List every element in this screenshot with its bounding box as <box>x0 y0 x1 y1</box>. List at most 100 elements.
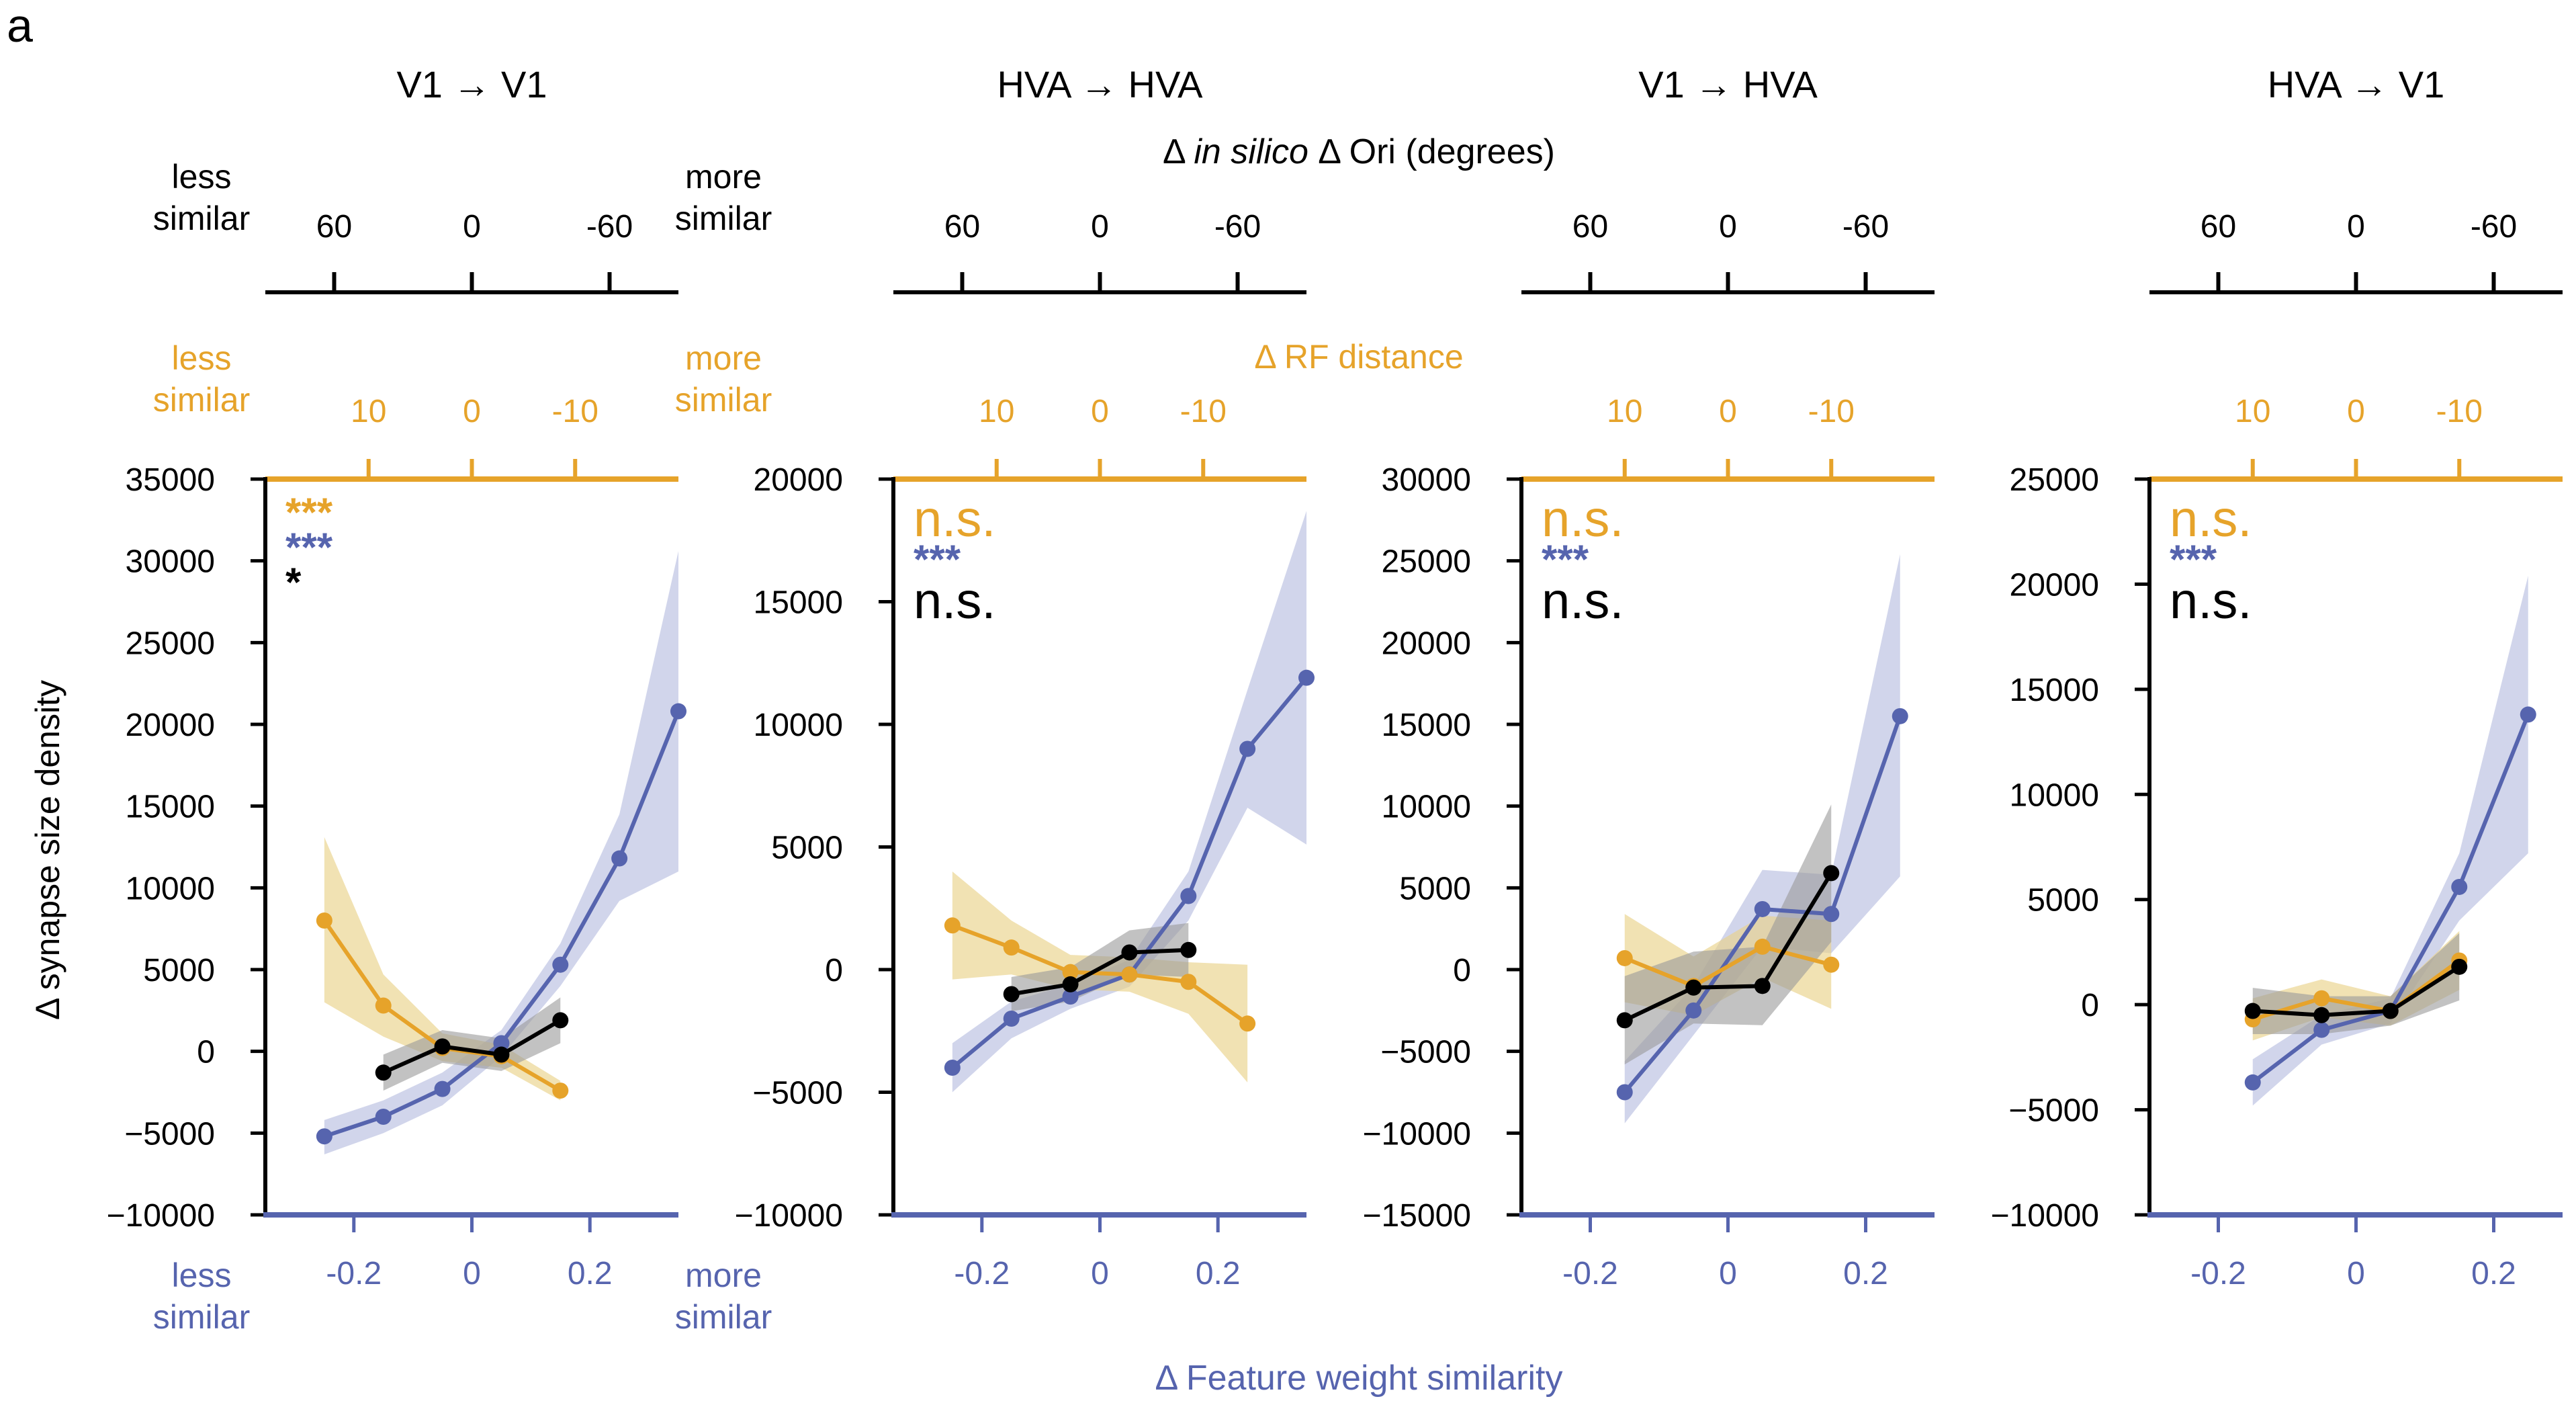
data-point-orange <box>1062 964 1079 980</box>
significance-label-blue: *** <box>1542 537 1589 582</box>
y-axis-label: Δ synapse size density <box>29 680 66 1020</box>
chart-title: HVA → HVA <box>997 63 1203 105</box>
ori-tick-label: 0 <box>2347 209 2365 245</box>
y-tick-label: −10000 <box>1362 1116 1471 1152</box>
y-tick-label: 5000 <box>1399 871 1471 906</box>
less-similar-label-ori: less similar <box>153 158 250 237</box>
data-point-black <box>1121 944 1138 961</box>
y-tick-label: 20000 <box>126 708 215 743</box>
more-similar-label-ori: more similar <box>675 158 772 237</box>
significance-label-blue: *** <box>914 537 961 582</box>
y-tick-label: 0 <box>2081 988 2099 1023</box>
y-tick-label: −5000 <box>752 1076 843 1111</box>
chart-panel-3: V1 → HVA 60 0 -60 10 0 -10 30000 25000 20000 15000… <box>1362 63 1935 1291</box>
y-tick-label: 15000 <box>1382 708 1471 743</box>
y-tick-label: −5000 <box>1380 1035 1471 1070</box>
data-point-blue <box>493 1035 510 1052</box>
rf-tick-label: 0 <box>1091 394 1109 429</box>
y-tick-label: −10000 <box>734 1198 843 1234</box>
x-tick-label: 0 <box>1091 1256 1109 1291</box>
data-point-orange <box>552 1082 569 1099</box>
x-tick-label: 0 <box>1719 1256 1737 1291</box>
data-point-orange <box>1121 966 1138 983</box>
x-tick-label: -0.2 <box>2190 1256 2246 1291</box>
series-line-orange <box>2252 959 2461 1021</box>
data-point-blue <box>2313 1021 2330 1038</box>
data-point-blue <box>1062 988 1079 1005</box>
ori-tick-label: 60 <box>1572 209 1608 245</box>
rf-tick-label: 10 <box>1607 394 1642 429</box>
y-tick-label: 15000 <box>2010 673 2099 708</box>
data-point-black <box>1062 976 1079 992</box>
panel-letter: a <box>7 0 33 52</box>
data-point-black <box>1003 986 1020 1003</box>
data-point-orange <box>944 917 961 934</box>
y-tick-label: 35000 <box>126 462 215 498</box>
y-tick-label: 15000 <box>754 585 843 621</box>
data-point-blue <box>1685 1002 1702 1019</box>
data-point-blue <box>2244 1074 2261 1091</box>
x-tick-label: 0 <box>463 1256 481 1291</box>
x-tick-label: -0.2 <box>326 1256 382 1291</box>
data-point-black <box>1823 865 1840 882</box>
significance-label-orange: *** <box>285 490 333 535</box>
data-point-orange <box>1239 1015 1256 1032</box>
y-tick-label: 0 <box>197 1035 215 1070</box>
top-axis-label: Δ in silico Δ Ori (degrees) <box>1163 132 1555 171</box>
data-point-blue <box>2520 706 2536 723</box>
data-point-black <box>2313 1007 2330 1023</box>
series-line-black <box>1624 871 1833 1023</box>
y-tick-label: 20000 <box>2010 567 2099 603</box>
data-point-orange <box>1180 974 1197 990</box>
y-tick-label: 25000 <box>126 626 215 661</box>
data-point-black <box>1754 978 1771 994</box>
data-point-black <box>1616 1012 1633 1029</box>
series-line-orange <box>1624 944 1832 988</box>
y-tick-label: 20000 <box>754 462 843 498</box>
rf-tick-label: -10 <box>1180 394 1227 429</box>
significance-label-blue: *** <box>2170 537 2217 582</box>
rf-tick-label: -10 <box>552 394 598 429</box>
significance-label-black: n.s. <box>914 572 996 630</box>
series-line-orange <box>951 923 1249 1025</box>
significance-label-orange: n.s. <box>2170 491 2252 548</box>
data-point-blue <box>1754 900 1771 917</box>
data-point-blue <box>375 1109 392 1125</box>
ori-tick-label: -60 <box>1842 209 1889 245</box>
chart-panel-4: HVA → V1 60 0 -60 10 0 -10 25000 20000 15000 10000… <box>1990 63 2563 1291</box>
rf-tick-label: -10 <box>1808 394 1855 429</box>
data-point-black <box>1180 941 1197 958</box>
y-tick-label: −5000 <box>2008 1093 2099 1129</box>
panels: V1 → V1 60 0 -60 10 0 -10 35000 30000 25000 20000 1… <box>106 63 2563 1291</box>
rf-tick-label: 0 <box>1719 394 1737 429</box>
more-similar-label-fw: more similar <box>675 1257 772 1336</box>
rf-tick-label: 10 <box>2235 394 2270 429</box>
ci-band-blue <box>952 511 1306 1093</box>
y-tick-label: 10000 <box>126 871 215 906</box>
data-point-black <box>2451 958 2468 975</box>
x-tick-label: -0.2 <box>1562 1256 1618 1291</box>
rf-tick-label: 10 <box>351 394 386 429</box>
more-similar-label-rf: more similar <box>675 339 772 419</box>
y-tick-label: 5000 <box>2027 883 2099 919</box>
data-point-black <box>434 1038 451 1055</box>
ci-band-black <box>2252 933 2460 1034</box>
x-tick-label: 0.2 <box>1843 1256 1888 1291</box>
significance-label-black: n.s. <box>1542 572 1624 630</box>
chart-panel-2: HVA → HVA 60 0 -60 10 0 -10 20000 15000 10000 5000… <box>734 63 1315 1291</box>
data-point-black <box>375 1064 392 1081</box>
rf-tick-label: 10 <box>979 394 1014 429</box>
y-tick-label: 10000 <box>2010 777 2099 813</box>
significance-label-orange: n.s. <box>1542 491 1624 548</box>
y-tick-label: 15000 <box>126 790 215 825</box>
data-point-orange <box>1754 938 1771 955</box>
y-tick-label: 30000 <box>1382 462 1471 498</box>
ori-tick-label: -60 <box>2471 209 2517 245</box>
data-point-blue <box>611 850 628 867</box>
series-line-black <box>1011 947 1189 996</box>
less-similar-label-fw: less similar <box>153 1257 250 1336</box>
significance-label-orange: n.s. <box>914 491 996 548</box>
middle-axis-label: Δ RF distance <box>1254 338 1463 376</box>
chart-title: V1 → V1 <box>396 63 547 105</box>
